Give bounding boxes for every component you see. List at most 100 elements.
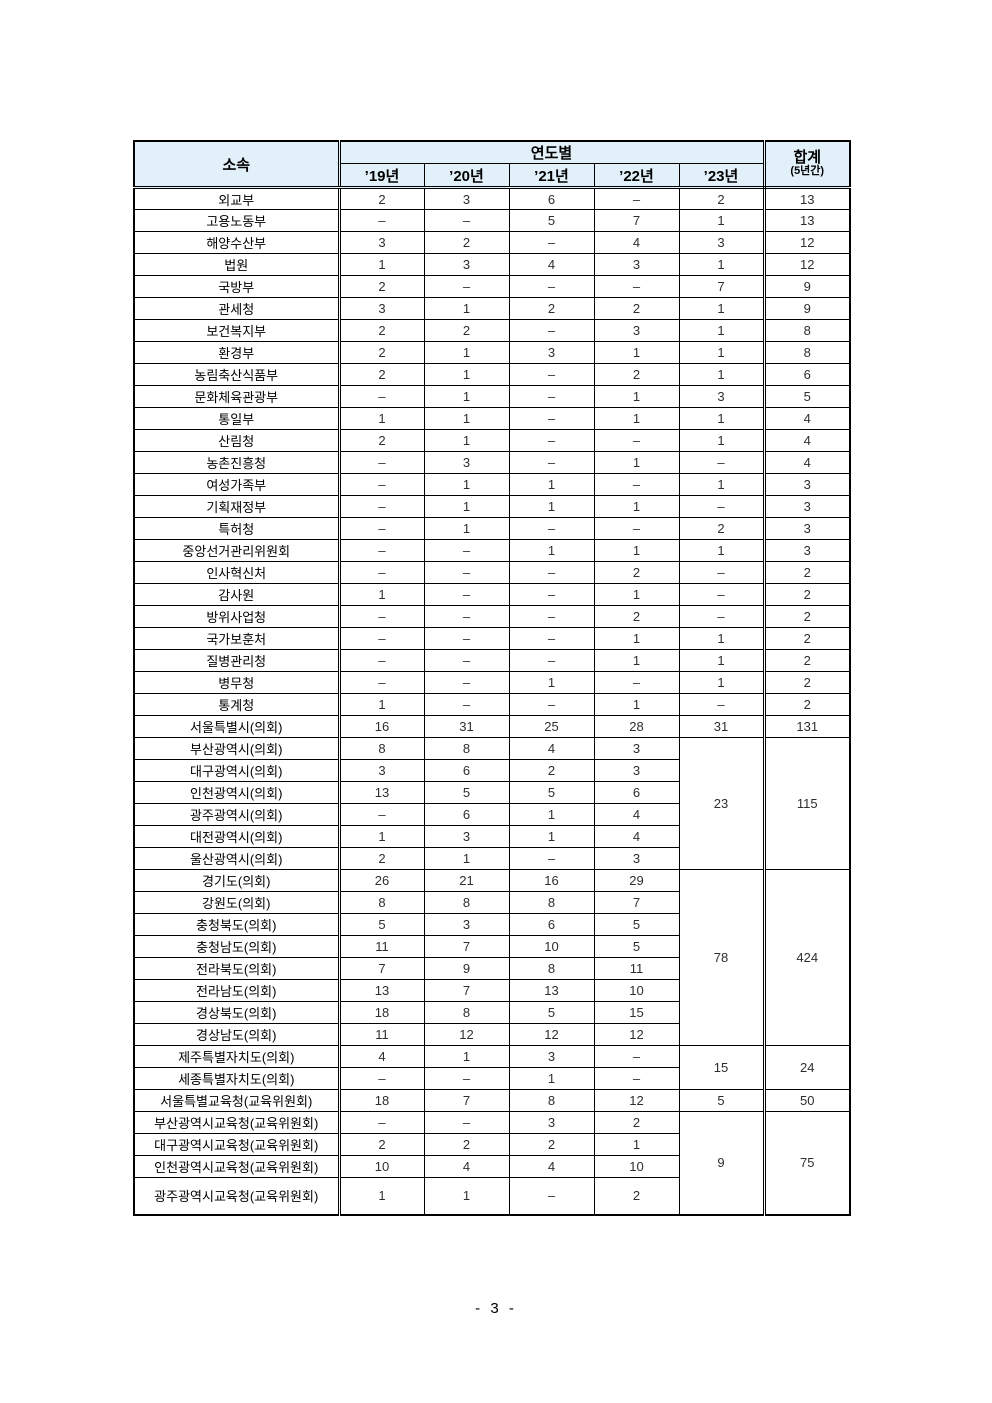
year-value-cell: 29 bbox=[593, 869, 680, 892]
affiliation-cell: 부산광역시(의회) bbox=[133, 737, 340, 760]
affiliation-cell: 인사혁신처 bbox=[133, 561, 340, 584]
affiliation-cell: 광주광역시(의회) bbox=[133, 803, 340, 826]
table-row: 세종특별자치도(의회) – –1– bbox=[133, 1067, 850, 1090]
total-cell: 6 bbox=[762, 363, 851, 386]
year-value-cell: 2 bbox=[423, 231, 510, 254]
table-row: 통계청 1– –1–2 bbox=[133, 693, 851, 716]
affiliation-cell: 농림축산식품부 bbox=[133, 363, 340, 386]
year-value-cell: 16 bbox=[508, 869, 595, 892]
year-value-cell: – bbox=[423, 627, 510, 650]
table-row: 전라북도(의회) 7 9 8 11 bbox=[133, 957, 850, 980]
year-value-cell: – bbox=[337, 517, 425, 540]
year-value-cell: – bbox=[423, 275, 510, 298]
merged-y23-cell: 15 bbox=[678, 1045, 765, 1090]
year-value-cell: 7 bbox=[423, 1089, 510, 1112]
affiliation-cell: 울산광역시(의회) bbox=[133, 847, 340, 870]
year-value-cell: 1 bbox=[423, 341, 510, 364]
affiliation-cell: 서울특별시(의회) bbox=[133, 715, 340, 738]
year-value-cell: 1 bbox=[508, 671, 595, 694]
year-value-cell: 3 bbox=[337, 759, 425, 782]
page-number: - 3 - bbox=[475, 1300, 517, 1317]
year-value-cell: – bbox=[423, 605, 510, 628]
merged-total-cell: 424 bbox=[762, 869, 851, 1046]
year-value-cell: 8 bbox=[423, 737, 510, 760]
year-value-cell: 3 bbox=[337, 231, 425, 254]
year-value-cell: 3 bbox=[678, 385, 765, 408]
year-value-cell: 31 bbox=[678, 715, 765, 738]
year-value-cell: – bbox=[593, 1045, 680, 1068]
table-row: 방위사업청 – – –2–2 bbox=[133, 605, 851, 628]
year-value-cell: 13 bbox=[508, 979, 595, 1002]
year-value-cell: 2 bbox=[593, 363, 680, 386]
year-value-cell: – bbox=[423, 649, 510, 672]
total-cell: 3 bbox=[762, 495, 851, 518]
total-cell: 4 bbox=[762, 407, 851, 430]
table-row: 부산광역시교육청(교육위원회) – –3 2 9 75 bbox=[133, 1111, 851, 1215]
affiliation-cell: 고용노동부 bbox=[133, 209, 340, 232]
total-cell: 2 bbox=[762, 605, 851, 628]
affiliation-cell: 인천광역시(의회) bbox=[133, 781, 340, 804]
year-value-cell: – bbox=[337, 495, 425, 518]
year-value-cell: 1 bbox=[423, 847, 510, 870]
year-value-cell: 10 bbox=[508, 935, 595, 958]
year-value-cell: 1 bbox=[593, 495, 680, 518]
year-value-cell: 1 bbox=[678, 209, 765, 232]
year-value-cell: 1 bbox=[593, 539, 680, 562]
year-value-cell: 1 bbox=[593, 583, 680, 606]
total-cell: 8 bbox=[762, 319, 851, 342]
affiliation-cell: 환경부 bbox=[133, 341, 340, 364]
year-value-cell: – bbox=[508, 385, 595, 408]
year-value-cell: 2 bbox=[593, 561, 680, 584]
year-value-cell: 1 bbox=[593, 627, 680, 650]
year-value-cell: 3 bbox=[423, 451, 510, 474]
year-value-cell: 1 bbox=[593, 341, 680, 364]
year-value-cell: – bbox=[423, 1111, 510, 1134]
year-value-cell: 7 bbox=[678, 275, 765, 298]
table-row: 여성가족부 –1 1–1 3 bbox=[133, 473, 851, 496]
year-value-cell: – bbox=[423, 1067, 510, 1090]
year-value-cell: 3 bbox=[593, 759, 680, 782]
year-value-cell: 2 bbox=[337, 1133, 425, 1156]
year-value-cell: 2 bbox=[593, 297, 680, 320]
year-value-cell: 3 bbox=[423, 913, 510, 936]
year-value-cell: – bbox=[678, 693, 765, 716]
affiliation-cell: 세종특별자치도(의회) bbox=[133, 1067, 340, 1090]
year-value-cell: 2 bbox=[678, 517, 765, 540]
year-value-cell: 1 bbox=[423, 517, 510, 540]
year-value-cell: 1 bbox=[423, 495, 510, 518]
table-row: 환경부 2 1 3 1 1 8 bbox=[133, 341, 851, 364]
table-row: 감사원 1– –1–2 bbox=[133, 583, 851, 606]
table-row: 해양수산부 3 2–4 3 12 bbox=[133, 231, 851, 254]
year-value-cell: 1 bbox=[423, 297, 510, 320]
table-row: 광주광역시(의회) –6 1 4 bbox=[133, 803, 850, 826]
column-header-total: 합계 (5년간) bbox=[762, 140, 851, 189]
affiliation-cell: 경상북도(의회) bbox=[133, 1001, 340, 1024]
year-value-cell: – bbox=[508, 231, 595, 254]
year-value-cell: 1 bbox=[678, 671, 765, 694]
total-header-sublabel: (5년간) bbox=[790, 165, 825, 178]
year-value-cell: 8 bbox=[508, 1089, 595, 1112]
year-value-cell: 4 bbox=[423, 1155, 510, 1178]
year-value-cell: 1 bbox=[678, 253, 765, 276]
table-row: 국가보훈처 – – –1 1 2 bbox=[133, 627, 851, 650]
table-row: 서울특별시(의회) 16 31 25 28 31 131 bbox=[133, 715, 851, 738]
year-value-cell: 1 bbox=[678, 297, 765, 320]
year-value-cell: – bbox=[508, 429, 595, 452]
year-value-cell: 28 bbox=[593, 715, 680, 738]
year-value-cell: 2 bbox=[593, 1177, 680, 1215]
year-value-cell: 6 bbox=[423, 803, 510, 826]
year-value-cell: – bbox=[423, 539, 510, 562]
year-value-cell: 1 bbox=[337, 407, 425, 430]
table-row: 인사혁신처 – – –2–2 bbox=[133, 561, 851, 584]
data-table: 소속 연도별 합계 (5년간) ’19년 ’20년 ’21년 ’22년 ’23년… bbox=[133, 140, 851, 1216]
year-value-cell: – bbox=[593, 473, 680, 496]
year-value-cell: – bbox=[678, 495, 765, 518]
merged-y23-cell: 23 bbox=[678, 737, 765, 870]
header-row-group: 소속 연도별 합계 (5년간) bbox=[133, 140, 851, 189]
year-value-cell: – bbox=[593, 275, 680, 298]
total-cell: 2 bbox=[762, 693, 851, 716]
year-value-cell: 4 bbox=[593, 825, 680, 848]
year-value-cell: 1 bbox=[508, 539, 595, 562]
year-value-cell: 3 bbox=[678, 231, 765, 254]
year-value-cell: 1 bbox=[508, 803, 595, 826]
